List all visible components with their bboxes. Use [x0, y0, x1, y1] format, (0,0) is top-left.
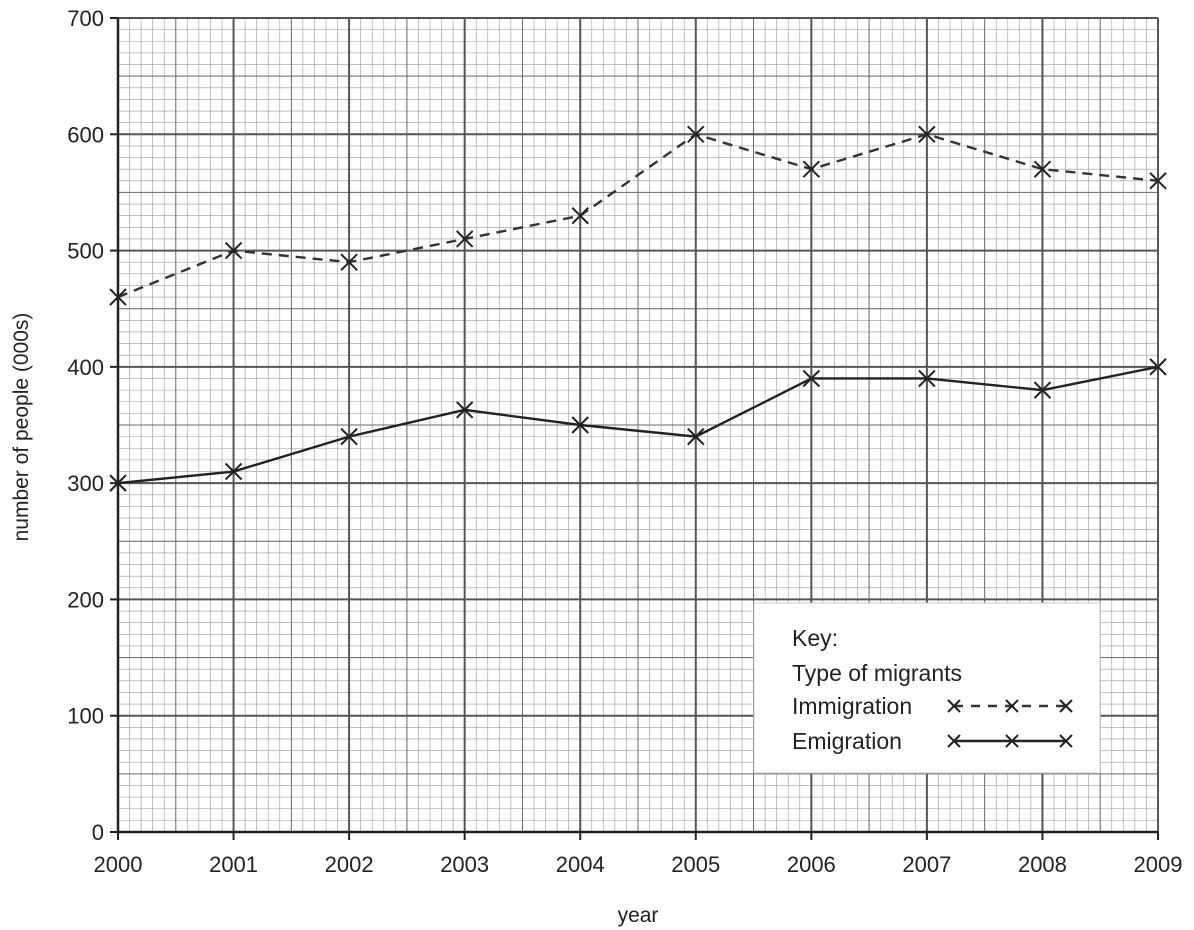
y-tick-label: 100: [67, 704, 104, 729]
legend-marker: [947, 699, 961, 713]
y-tick-label: 300: [67, 471, 104, 496]
legend-label-immigration: Immigration: [792, 693, 912, 719]
x-tick-label: 2008: [1018, 852, 1067, 877]
data-point-emigration: [1149, 358, 1167, 376]
data-point-immigration: [1033, 160, 1052, 178]
data-point-emigration: [340, 427, 358, 446]
x-tick-label: 2007: [902, 852, 951, 877]
y-tick-label: 400: [67, 355, 104, 380]
y-tick-label: 500: [67, 239, 104, 264]
y-tick-label: 700: [67, 6, 104, 31]
x-tick-label: 2001: [209, 852, 258, 877]
series-immigration: [109, 125, 1167, 306]
data-point-immigration: [571, 206, 589, 225]
data-point-emigration: [455, 401, 474, 419]
data-point-immigration: [1149, 172, 1167, 190]
data-point-emigration: [918, 369, 936, 388]
legend: Key: Type of migrants Immigration Emigra…: [753, 602, 1101, 774]
data-point-immigration: [224, 241, 243, 260]
data-point-immigration: [687, 125, 705, 143]
legend-box: [753, 602, 1101, 774]
legend-swatch-emigration: [947, 734, 1073, 748]
y-tick-label: 0: [92, 820, 104, 845]
data-point-immigration: [340, 253, 358, 271]
x-tick-label: 2005: [671, 852, 720, 877]
data-point-immigration: [455, 230, 474, 248]
x-axis-title: year: [618, 904, 659, 927]
legend-marker: [1059, 699, 1073, 713]
legend-marker: [1059, 734, 1073, 748]
axes: [110, 17, 1159, 840]
legend-title: Key:: [792, 625, 838, 651]
data-point-emigration: [1033, 381, 1052, 399]
x-tick-label: 2000: [94, 852, 143, 877]
data-point-immigration: [802, 160, 821, 178]
series-line-emigration: [117, 365, 1159, 485]
legend-label-emigration: Emigration: [792, 728, 902, 754]
x-tick-label: 2003: [440, 852, 489, 877]
data-point-immigration: [109, 288, 127, 306]
legend-marker: [1005, 734, 1019, 748]
y-tick-label: 200: [67, 587, 104, 612]
x-tick-label: 2009: [1134, 852, 1183, 877]
legend-marker: [947, 734, 961, 748]
series-layer: [109, 125, 1167, 492]
data-point-emigration: [571, 416, 589, 434]
data-point-emigration: [224, 462, 243, 481]
legend-marker: [1005, 699, 1019, 713]
series-emigration: [109, 358, 1167, 492]
data-point-immigration: [918, 125, 936, 143]
series-line-immigration: [117, 132, 1159, 299]
x-tick-label: 2004: [556, 852, 605, 877]
legend-swatch-immigration: [947, 699, 1073, 713]
x-tick-label: 2006: [787, 852, 836, 877]
legend-subtitle: Type of migrants: [792, 660, 962, 686]
y-axis-title: number of people (000s): [10, 313, 33, 542]
tick-labels: 2000 2001 2002 2003 2004 2005 2006 2007 2008 2009…: [67, 6, 1182, 877]
y-tick-label: 600: [67, 122, 104, 147]
data-point-emigration: [687, 427, 705, 446]
data-point-emigration: [802, 369, 821, 388]
x-tick-label: 2002: [325, 852, 374, 877]
data-point-emigration: [109, 474, 127, 492]
